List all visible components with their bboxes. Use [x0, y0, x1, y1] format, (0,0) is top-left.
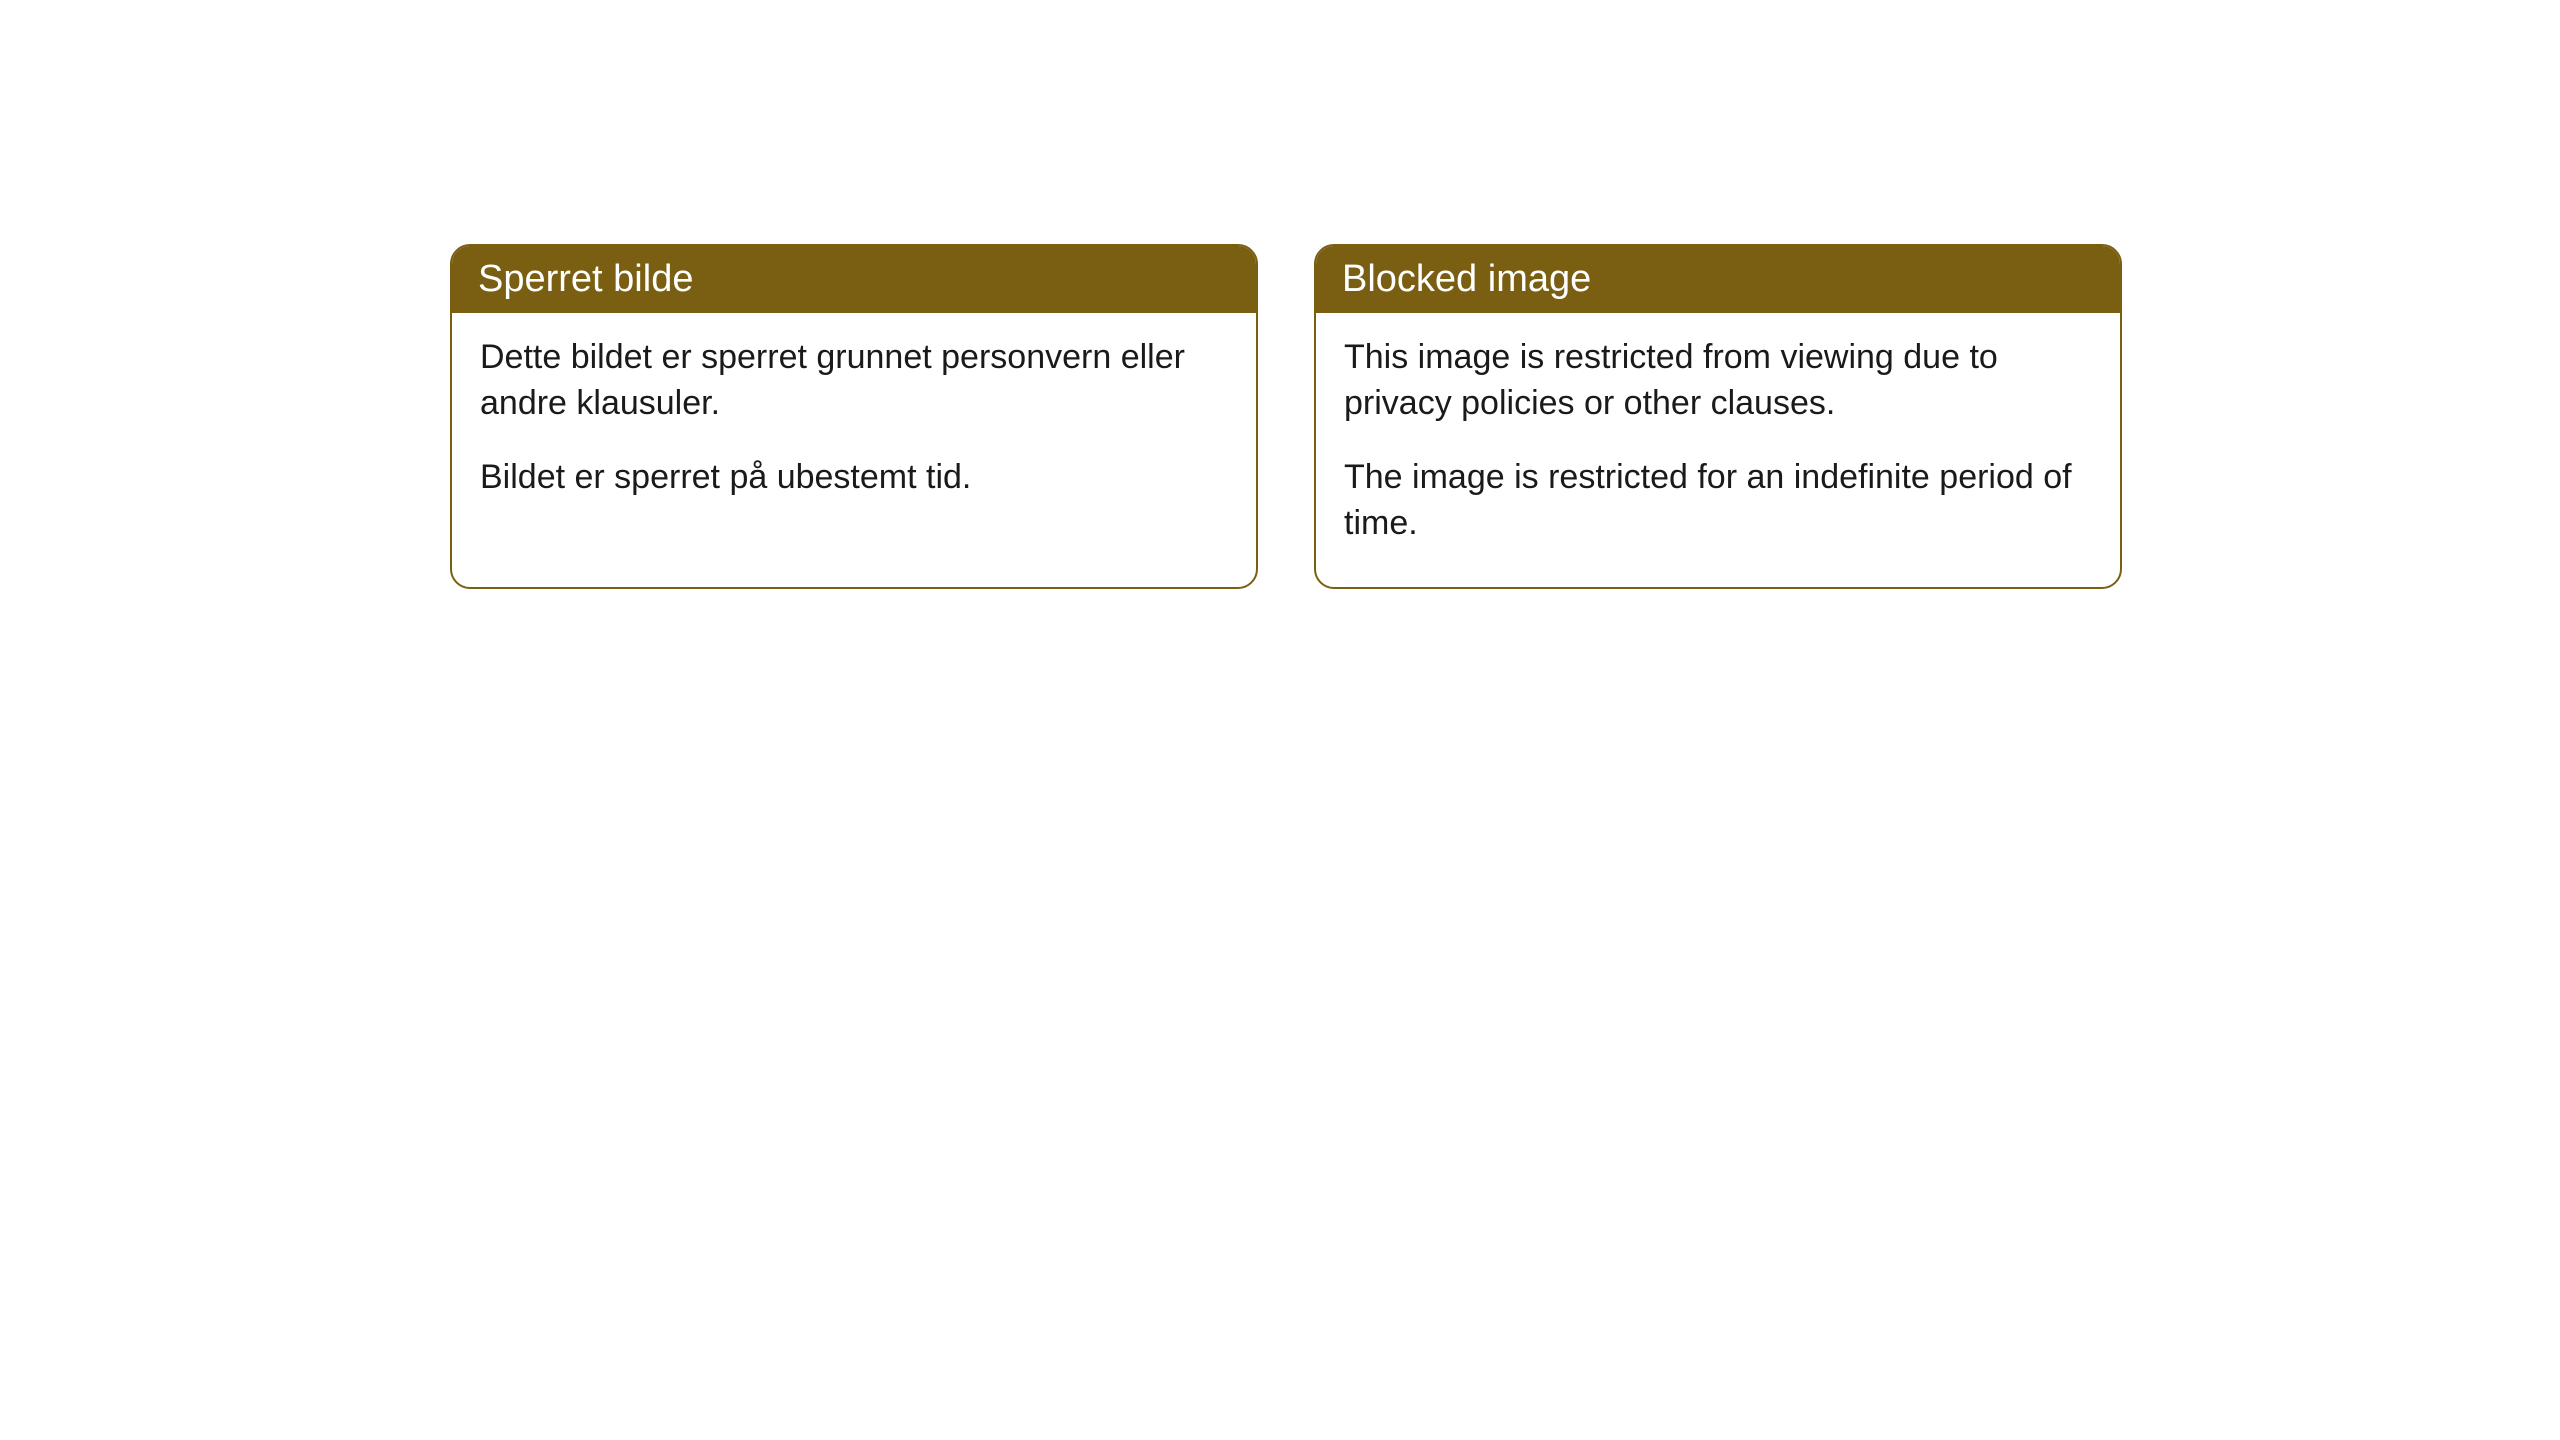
notice-container: Sperret bilde Dette bildet er sperret gr…: [450, 244, 2122, 589]
notice-box-norwegian: Sperret bilde Dette bildet er sperret gr…: [450, 244, 1258, 589]
notice-header: Blocked image: [1316, 246, 2120, 313]
notice-paragraph: The image is restricted for an indefinit…: [1344, 455, 2092, 547]
notice-body: Dette bildet er sperret grunnet personve…: [452, 313, 1256, 541]
notice-paragraph: Bildet er sperret på ubestemt tid.: [480, 455, 1228, 501]
notice-header: Sperret bilde: [452, 246, 1256, 313]
notice-paragraph: Dette bildet er sperret grunnet personve…: [480, 335, 1228, 427]
notice-box-english: Blocked image This image is restricted f…: [1314, 244, 2122, 589]
notice-paragraph: This image is restricted from viewing du…: [1344, 335, 2092, 427]
notice-body: This image is restricted from viewing du…: [1316, 313, 2120, 587]
